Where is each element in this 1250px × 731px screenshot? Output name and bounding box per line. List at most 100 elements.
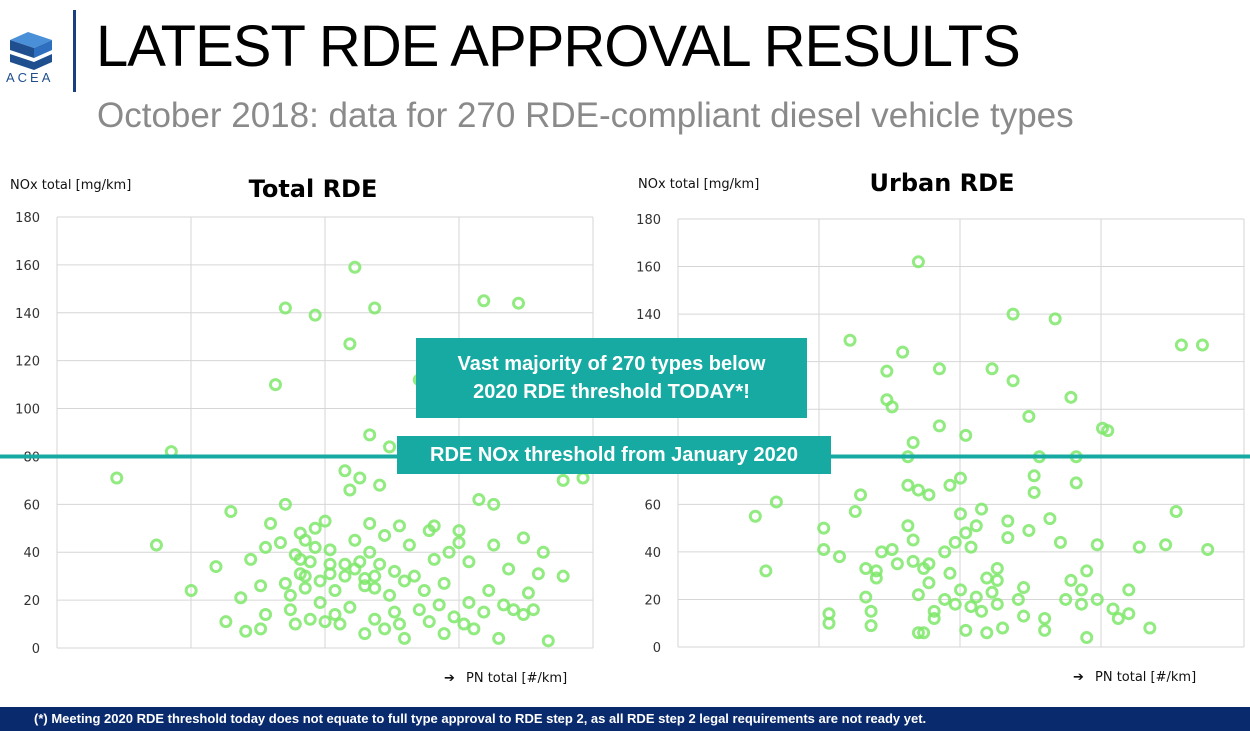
data-point [1022,409,1036,423]
data-point [975,502,989,516]
data-point [922,557,936,571]
data-point [259,607,273,621]
data-point [254,579,268,593]
data-point [917,626,931,640]
data-point [392,617,406,631]
data-point [323,567,337,581]
data-point [442,545,456,559]
data-point [278,576,292,590]
data-point [911,588,925,602]
data-point [378,528,392,542]
data-point [1027,469,1041,483]
data-point [219,615,233,629]
data-point [502,562,516,576]
data-point [333,617,347,631]
arrow-right-icon: ➔ [1073,670,1084,685]
data-point [1059,592,1073,606]
data-point [1101,424,1115,438]
data-point [890,557,904,571]
data-point [896,345,910,359]
y-tick-label: 140 [636,308,661,323]
data-point [417,584,431,598]
data-point [447,610,461,624]
data-point [906,554,920,568]
data-point [397,574,411,588]
y-tick-label: 0 [32,642,40,657]
data-point [953,507,967,521]
data-point [348,562,362,576]
data-point [368,581,382,595]
data-point [885,400,899,414]
data-point [817,543,831,557]
data-point [507,603,521,617]
y-axis-label: NOx total [mg/km] [10,178,131,193]
data-point [959,623,973,637]
data-point [110,471,124,485]
data-point [1111,611,1125,625]
data-point [412,603,426,617]
data-point [402,538,416,552]
data-point [313,596,327,610]
data-point [234,591,248,605]
data-point [353,471,367,485]
majority-callout-text: Vast majority of 270 types below 2020 RD… [457,353,766,403]
data-point [938,592,952,606]
data-point [1027,485,1041,499]
data-point [432,598,446,612]
y-tick-label: 60 [23,498,40,513]
data-point [487,497,501,511]
data-point [487,538,501,552]
data-point [452,536,466,550]
y-tick-label: 120 [15,355,40,370]
chart-title: Urban RDE [870,169,1015,197]
data-point [531,567,545,581]
data-point [906,436,920,450]
data-point [1017,581,1031,595]
data-point [298,533,312,547]
data-point [363,545,377,559]
data-point [864,619,878,633]
data-point [512,296,526,310]
data-point [953,583,967,597]
data-point [911,626,925,640]
data-point [885,543,899,557]
data-point [422,615,436,629]
data-point [497,598,511,612]
data-point [373,478,387,492]
data-point [859,590,873,604]
data-point [990,562,1004,576]
data-point [1006,307,1020,321]
data-point [1048,312,1062,326]
data-point [769,495,783,509]
chart-title: Total RDE [249,175,378,203]
data-point [283,603,297,617]
data-point [1106,602,1120,616]
data-point [388,605,402,619]
data-point [388,564,402,578]
data-point [556,569,570,583]
y-tick-label: 40 [644,546,661,561]
data-point [969,590,983,604]
data-point [313,574,327,588]
data-point [427,519,441,533]
data-point [358,572,372,586]
data-point [953,471,967,485]
data-point [1022,523,1036,537]
data-point [343,600,357,614]
data-point [869,564,883,578]
data-point [397,631,411,645]
data-point [516,607,530,621]
data-point [996,621,1010,635]
data-point [556,473,570,487]
data-point [969,519,983,533]
data-point [303,612,317,626]
data-point [1069,476,1083,490]
data-point [209,560,223,574]
data-point [990,573,1004,587]
data-point [1043,512,1057,526]
data-point [268,378,282,392]
arrow-right-icon: ➔ [444,671,455,686]
data-point [348,260,362,274]
data-point [278,301,292,315]
